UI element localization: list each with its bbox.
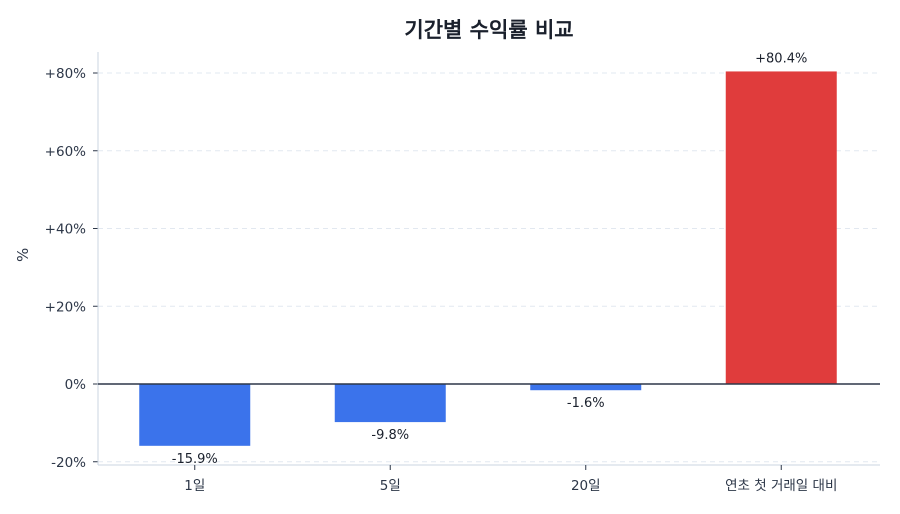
x-tick-label: 1일	[184, 478, 205, 494]
x-tick-label: 5일	[380, 478, 401, 494]
bar	[725, 71, 837, 384]
y-tick-label: -20%	[51, 455, 86, 471]
bar-value-label: +80.4%	[755, 51, 807, 66]
y-tick-label: +20%	[45, 299, 86, 315]
y-tick-label: +40%	[45, 222, 86, 238]
chart-title: 기간별 수익률 비교	[404, 18, 574, 42]
bar	[139, 384, 251, 446]
x-tick-label: 연초 첫 거래일 대비	[725, 478, 837, 494]
y-tick-label: 0%	[65, 377, 87, 393]
bar	[530, 384, 642, 391]
x-tick-label: 20일	[571, 478, 601, 494]
bar-value-label: -1.6%	[567, 396, 605, 411]
bar-value-label: -15.9%	[172, 452, 218, 467]
y-tick-label: +60%	[45, 144, 86, 160]
y-tick-label: +80%	[45, 66, 86, 82]
bar	[334, 384, 446, 423]
bar-value-label: -9.8%	[371, 428, 409, 443]
